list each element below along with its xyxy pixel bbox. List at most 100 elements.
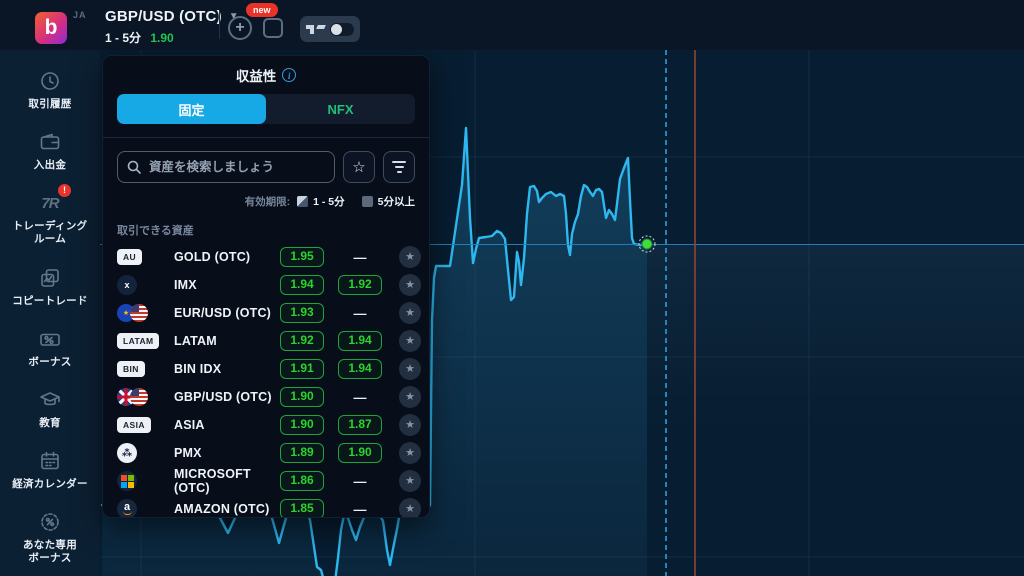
asset-row[interactable]: EUR/USD (OTC) 1.93 — ★ xyxy=(103,299,429,327)
filter-button[interactable] xyxy=(383,151,415,183)
sidebar-item-history[interactable]: 取引履歴 xyxy=(0,68,100,111)
favorite-star-button[interactable]: ★ xyxy=(399,302,421,324)
payout-fixed: 1.89 xyxy=(280,443,324,463)
bonus-icon xyxy=(37,326,63,352)
asset-name: LATAM xyxy=(174,334,217,348)
personal-bonus-icon xyxy=(37,509,63,535)
asset-row[interactable]: MICROSOFT (OTC) 1.86 — ★ xyxy=(103,467,429,495)
asset-payout: 1.90 xyxy=(150,31,174,45)
sidebar-item-label: あなた専用 ボーナス xyxy=(23,539,77,565)
new-badge: new xyxy=(246,3,278,17)
favorite-star-button[interactable]: ★ xyxy=(399,470,421,492)
pmx-logo-icon: ⁂ xyxy=(117,443,137,463)
chart-area-fill xyxy=(102,128,647,576)
payout-alt-dash: — xyxy=(353,249,367,265)
tab-nfx[interactable]: NFX xyxy=(266,94,415,124)
favorite-star-button[interactable]: ★ xyxy=(399,274,421,296)
asset-row[interactable]: AU GOLD (OTC) 1.95 — ★ xyxy=(103,243,429,271)
expiry-option-long[interactable]: 5分以上 xyxy=(361,194,415,209)
info-icon[interactable]: i xyxy=(282,68,297,82)
asset-name: GBP/USD (OTC) xyxy=(174,390,272,404)
projection-fill xyxy=(647,244,1024,430)
sidebar-item-trading-room[interactable]: 7R! トレーディング ルーム xyxy=(0,184,100,246)
app-logo[interactable]: b xyxy=(35,12,67,44)
favorites-filter-button[interactable]: ☆ xyxy=(343,151,375,183)
payout-alt: 1.87 xyxy=(338,415,382,435)
asset-name: EUR/USD (OTC) xyxy=(174,306,272,320)
sidebar-item-personal-bonus[interactable]: あなた専用 ボーナス xyxy=(0,509,100,565)
add-asset-button[interactable]: + xyxy=(228,16,252,40)
asset-row[interactable]: ⁂ PMX 1.89 1.90 ★ xyxy=(103,439,429,467)
sidebar-item-bonus[interactable]: ボーナス xyxy=(0,326,100,369)
current-price-marker-ring xyxy=(638,235,656,253)
tab-fixed[interactable]: 固定 xyxy=(117,94,266,124)
history-icon xyxy=(37,68,63,94)
asset-panel: 収益性 i 固定 NFX ☆ 有効期限: 1 - 5分 5分以上 取引できる資産 xyxy=(102,55,430,518)
payout-fixed: 1.95 xyxy=(280,247,324,267)
payout-fixed: 1.90 xyxy=(280,387,324,407)
expiry-filter: 有効期限: 1 - 5分 5分以上 xyxy=(117,194,415,209)
asset-name: ASIA xyxy=(174,418,205,432)
panel-title: 収益性 i xyxy=(103,65,429,85)
tradingview-toggle[interactable] xyxy=(300,16,360,42)
current-price-marker xyxy=(641,238,653,250)
favorite-star-button[interactable]: ★ xyxy=(399,442,421,464)
calendar-icon xyxy=(37,448,63,474)
education-icon xyxy=(37,387,63,413)
payout-alt-dash: — xyxy=(353,473,367,489)
asset-badge-latam: LATAM xyxy=(117,332,160,350)
sidebar-item-label: 入出金 xyxy=(33,159,67,172)
payout-fixed: 1.90 xyxy=(280,415,324,435)
trading-room-icon: 7R! xyxy=(37,184,71,216)
sidebar-item-wallet[interactable]: 入出金 xyxy=(0,129,100,172)
asset-badge-bin: BIN xyxy=(117,360,145,378)
payout-fixed: 1.94 xyxy=(280,275,324,295)
favorite-star-button[interactable]: ★ xyxy=(399,330,421,352)
payout-mode-tabs: 固定 NFX xyxy=(117,94,415,124)
payout-fixed: 1.85 xyxy=(280,499,324,517)
panel-divider xyxy=(103,137,429,138)
favorite-star-button[interactable]: ★ xyxy=(399,414,421,436)
price-line-series xyxy=(100,126,649,576)
sidebar-item-label: 取引履歴 xyxy=(28,98,72,110)
asset-row[interactable]: a AMAZON (OTC) 1.85 — ★ xyxy=(103,495,429,517)
asset-row[interactable]: BIN BIN IDX 1.91 1.94 ★ xyxy=(103,355,429,383)
payout-fixed: 1.91 xyxy=(280,359,324,379)
eur-usd-flags-icon xyxy=(117,304,148,322)
asset-row[interactable]: GBP/USD (OTC) 1.90 — ★ xyxy=(103,383,429,411)
payout-alt: 1.92 xyxy=(338,275,382,295)
asset-row[interactable]: x IMX 1.94 1.92 ★ xyxy=(103,271,429,299)
toggle-switch xyxy=(330,22,354,36)
expiry-option-short[interactable]: 1 - 5分 xyxy=(297,194,345,209)
favorite-star-button[interactable]: ★ xyxy=(399,386,421,408)
payout-alt-dash: — xyxy=(353,389,367,405)
asset-name: BIN IDX xyxy=(174,362,222,376)
topbar-divider xyxy=(219,11,220,39)
asset-name: AMAZON (OTC) xyxy=(174,502,270,516)
asset-row[interactable]: LATAM LATAM 1.92 1.94 ★ xyxy=(103,327,429,355)
search-input[interactable] xyxy=(117,151,335,183)
wallet-icon xyxy=(37,129,63,155)
favorite-star-button[interactable]: ★ xyxy=(399,498,421,517)
expiry-label: 有効期限: xyxy=(244,196,291,208)
favorite-star-button[interactable]: ★ xyxy=(399,358,421,380)
chart-type-button[interactable] xyxy=(263,18,283,38)
expiry-short-icon xyxy=(297,196,309,207)
favorite-star-button[interactable]: ★ xyxy=(399,246,421,268)
gbp-usd-flags-icon xyxy=(117,388,148,406)
filter-icon xyxy=(392,161,406,173)
payout-alt-dash: — xyxy=(353,305,367,321)
amazon-logo-icon: a xyxy=(117,499,137,517)
sidebar-item-label: ボーナス xyxy=(28,355,72,368)
sidebar-item-label: コピートレード xyxy=(12,294,88,307)
asset-title: GBP/USD (OTC) xyxy=(105,8,222,25)
sidebar-item-calendar[interactable]: 経済カレンダー xyxy=(0,448,100,491)
sidebar-item-education[interactable]: 教育 xyxy=(0,387,100,430)
payout-alt: 1.94 xyxy=(338,359,382,379)
search-icon xyxy=(127,160,141,174)
asset-name: IMX xyxy=(174,278,197,292)
asset-name: PMX xyxy=(174,446,202,460)
sidebar-item-copy-trade[interactable]: コピートレード xyxy=(0,265,100,308)
asset-row[interactable]: ASIA ASIA 1.90 1.87 ★ xyxy=(103,411,429,439)
